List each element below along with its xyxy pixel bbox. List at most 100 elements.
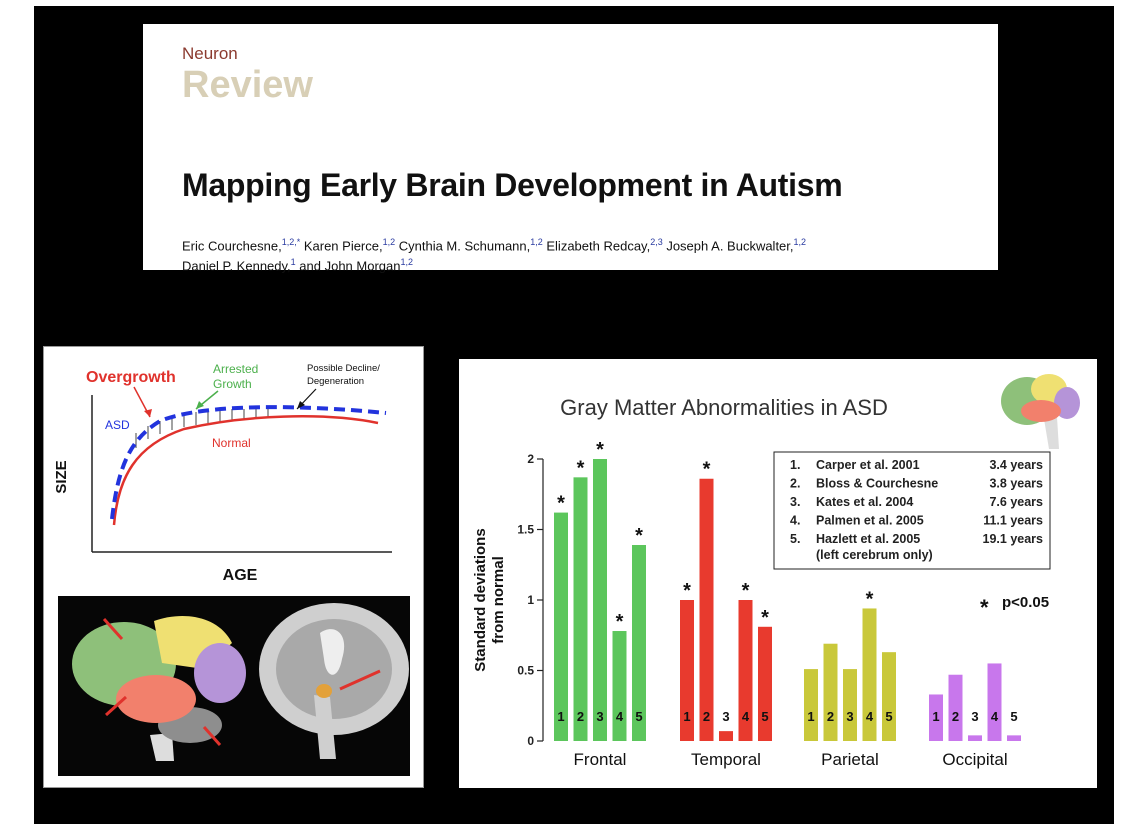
legend-age: 7.6 years <box>989 495 1043 509</box>
decline-label-2: Degeneration <box>307 376 364 387</box>
legend-study: Hazlett et al. 2005 <box>816 532 920 546</box>
bar-frontal-1 <box>554 512 568 741</box>
bar-parietal-5 <box>882 652 896 741</box>
significance-mark: * <box>616 611 624 633</box>
legend-age: 3.4 years <box>989 458 1043 472</box>
bar-number-label: 4 <box>616 709 624 724</box>
significance-star: * <box>980 595 989 620</box>
lateral-brain-lobes-icon <box>72 616 246 761</box>
y-ticks: 0 0.5 1 1.5 2 <box>517 452 543 748</box>
legend: 1. Carper et al. 2001 3.4 years 2. Bloss & C… <box>773 451 1051 570</box>
author-list: Eric Courchesne,1,2,* Karen Pierce,1,2 C… <box>182 234 806 275</box>
y-axis-label: SIZE <box>53 460 70 493</box>
bar-number-label: 3 <box>846 709 853 724</box>
author-affiliation: 1,2 <box>530 237 543 247</box>
bar-parietal-1 <box>804 669 818 741</box>
arrested-arrowhead <box>196 401 204 409</box>
bar-frontal-5 <box>632 545 646 741</box>
bar-temporal-2 <box>699 478 714 741</box>
author-name: Eric Courchesne, <box>182 238 282 254</box>
overgrowth-label: Overgrowth <box>86 369 176 386</box>
legend-number: 2. <box>790 477 800 491</box>
author-affiliation: 2,3 <box>650 237 663 247</box>
chart-title: Gray Matter Abnormalities in ASD <box>560 395 888 420</box>
bar-temporal-5 <box>758 626 772 741</box>
midsagittal-brain-mri-icon <box>259 603 409 759</box>
significance-mark: * <box>703 459 711 481</box>
section-label: Review <box>182 64 313 106</box>
bar-number-label: 4 <box>742 709 750 724</box>
author-affiliation: 1 <box>290 257 296 268</box>
bar-number-label: 2 <box>827 709 834 724</box>
legend-note: (left cerebrum only) <box>816 548 933 562</box>
legend-study: Kates et al. 2004 <box>816 495 913 509</box>
gray-matter-chart: Gray Matter Abnormalities in ASD Standar… <box>472 374 1080 769</box>
legend-age: 3.8 years <box>989 477 1043 491</box>
y-tick-label: 1 <box>527 593 534 607</box>
author-name: Daniel P. Kennedy, <box>182 258 291 274</box>
legend-number: 4. <box>790 514 800 528</box>
category-label: Temporal <box>691 750 761 769</box>
difference-hatching <box>135 409 269 448</box>
decline-label-1: Possible Decline/ <box>307 363 380 374</box>
growth-curve-diagram: Overgrowth Arrested Growth Possible Decl… <box>53 362 410 776</box>
significance-mark: * <box>742 580 750 602</box>
bar-number-label: 2 <box>703 709 710 724</box>
significance-mark: * <box>683 580 691 602</box>
gray-matter-chart-panel: Gray Matter Abnormalities in ASD Standar… <box>459 359 1097 788</box>
bar-temporal-4 <box>738 600 753 741</box>
paper-header: Neuron Review Mapping Early Brain Develo… <box>143 24 998 274</box>
bar-number-label: 5 <box>635 709 642 724</box>
legend-number: 5. <box>790 532 800 546</box>
author-name: Cynthia M. Schumann, <box>395 238 531 254</box>
legend-number: 1. <box>790 458 800 472</box>
arrested-label-1: Arrested <box>213 362 258 376</box>
bar-frontal-4 <box>612 631 627 741</box>
author-line-2: Daniel P. Kennedy,1 and John Morgan1,2 <box>182 254 806 274</box>
y-axis-label: Standard deviations from normal <box>472 528 507 671</box>
bar-number-label: 3 <box>722 709 729 724</box>
bar-number-label: 2 <box>577 709 584 724</box>
author-name: Elizabeth Redcay, <box>542 238 651 254</box>
significance-mark: * <box>557 493 565 515</box>
category-label: Occipital <box>942 750 1007 769</box>
bar-parietal-3 <box>843 669 857 741</box>
significance-mark: * <box>635 525 643 547</box>
legend-age: 11.1 years <box>983 514 1043 528</box>
legend-age: 19.1 years <box>983 532 1044 546</box>
legend-number: 3. <box>790 495 800 509</box>
significance-mark: * <box>577 457 585 479</box>
author-name: Joseph A. Buckwalter, <box>662 238 794 254</box>
bar-occipital-5 <box>1007 735 1021 741</box>
y-tick-label: 0 <box>527 734 534 748</box>
category-label: Parietal <box>821 750 879 769</box>
bar-number-label: 3 <box>971 709 978 724</box>
asd-label: ASD <box>105 418 130 432</box>
bar-number-label: 1 <box>683 709 690 724</box>
bar-number-label: 4 <box>991 709 999 724</box>
bar-number-label: 1 <box>932 709 939 724</box>
bar-number-label: 5 <box>885 709 892 724</box>
bar-occipital-3 <box>968 735 982 741</box>
asd-curve <box>110 405 387 520</box>
significance-mark: * <box>761 607 769 629</box>
category-label: Frontal <box>574 750 627 769</box>
author-name: and John Morgan <box>295 258 401 274</box>
bar-parietal-4 <box>862 608 877 741</box>
legend-study: Palmen et al. 2005 <box>816 514 924 528</box>
significance-label: p<0.05 <box>1002 594 1049 611</box>
decline-arrowhead <box>297 401 305 409</box>
bar-number-label: 3 <box>596 709 603 724</box>
y-tick-label: 1.5 <box>517 523 534 537</box>
author-affiliation: 1,2 <box>400 257 413 268</box>
y-axis-label-line1: Standard deviations <box>472 528 489 671</box>
bar-number-label: 2 <box>952 709 959 724</box>
bar-occipital-1 <box>929 694 943 741</box>
bar-number-label: 5 <box>1010 709 1017 724</box>
bar-temporal-3 <box>719 731 733 741</box>
author-affiliation: 1,2 <box>793 237 807 247</box>
bar-temporal-1 <box>680 600 694 741</box>
bar-occipital-4 <box>987 663 1002 741</box>
brain-lobes-icon <box>1001 374 1080 449</box>
